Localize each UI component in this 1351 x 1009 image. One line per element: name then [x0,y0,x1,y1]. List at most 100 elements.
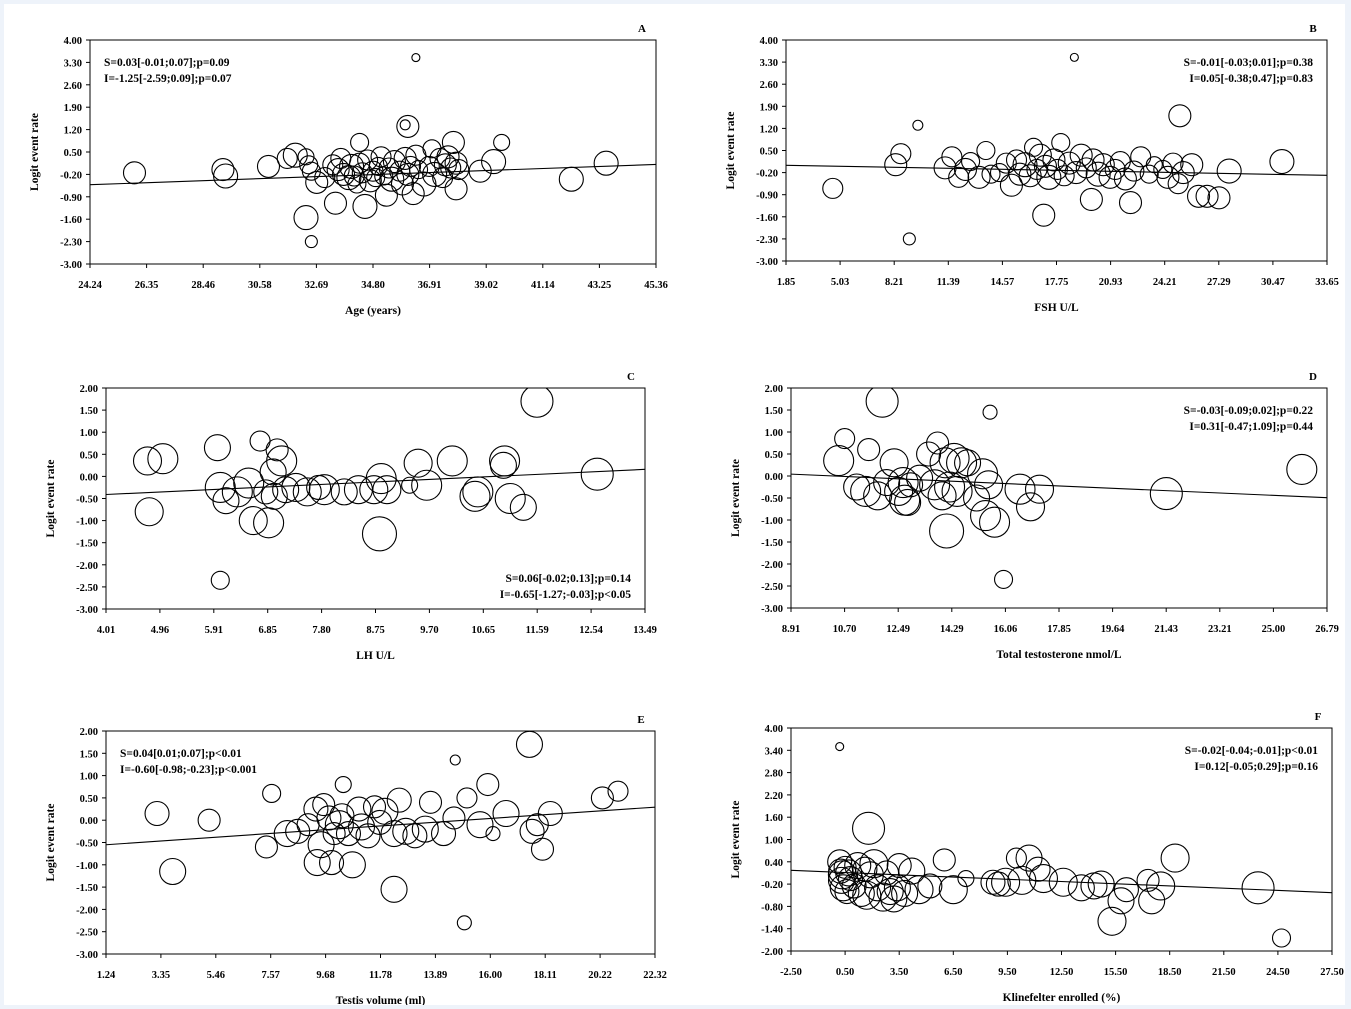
panel-c-x-tick-label: 10.65 [471,625,495,636]
panel-a-x-tick-label: 39.02 [474,280,498,291]
panel-b-study-bubble [1025,138,1043,156]
meta-regression-panels: A24.24 26.35 28.46 30.58 32.69 34.80 36.91 39.0… [4,4,1345,1005]
panel-f-y-tick-label: 1.60 [765,813,783,824]
panel-f-stats-intercept: I=0.12[-0.05;0.29];p=0.16 [1194,761,1318,773]
panel-e-y-tick-label: 2.00 [80,727,98,738]
panel-c-study-bubble [437,446,467,476]
panel-e-x-tick-label: 16.00 [478,970,502,981]
panel-c-y-tick-label: -1.00 [76,517,98,528]
panel-c-y-tick-label: 1.50 [80,406,98,417]
panel-e-study-bubble [493,801,519,827]
panel-c-x-axis-title: LH U/L [356,650,395,662]
panel-b-y-tick-label: 4.00 [760,36,778,47]
panel-c-x-tick-label: 11.59 [526,625,549,636]
panel-e-study-bubble [443,807,465,829]
panel-f-x-tick-label: 6.50 [944,967,962,978]
panel-f-x-tick-label: 27.50 [1320,967,1344,978]
panel-c-x-tick-label: 4.96 [151,625,169,636]
panel-d-study-bubble [858,439,880,461]
panel-a-study-bubble [400,120,410,130]
panel-b-y-tick-label: 1.90 [760,102,778,113]
panel-e-study-bubble [477,774,499,796]
panel-c-bubbles [134,385,614,589]
panel-d-study-bubble [1017,493,1045,521]
panel-c-study-bubble [581,458,613,490]
panel-a-study-bubble [594,151,618,175]
panel-d-study-bubble [1150,478,1182,510]
panel-c-y-tick-label: 0.00 [80,472,98,483]
panel-d-x-tick-label: 8.91 [782,624,800,635]
panel-d-y-tick-label: -0.50 [761,494,783,505]
panel-e-y-tick-label: 1.50 [80,749,98,760]
panel-a-y-tick-label: -0.90 [60,193,82,204]
panel-e-study-bubble [145,802,169,826]
panel-b-y-tick-label: -2.30 [756,235,778,246]
panel-a-y-tick-label: -0.20 [60,170,82,181]
panel-b-y-tick-label: 2.60 [760,80,778,91]
panel-c-study-bubble [211,571,229,589]
panel-b-y-axis-title: Logit event rate [725,112,737,190]
panel-c-y-tick-label: -3.00 [76,605,98,616]
panel-a-x-tick-label: 32.69 [305,280,329,291]
panel-e-x-tick-label: 11.78 [369,970,392,981]
panel-f-y-tick-label: 4.00 [765,724,783,735]
panel-c-study-bubble [213,488,239,514]
panel-f-study-bubble [1016,845,1042,871]
panel-e-x-tick-label: 3.35 [152,970,170,981]
panel-d-y-tick-label: -1.00 [761,516,783,527]
panel-c-y-tick-label: -1.50 [76,539,98,550]
panel-c-y-tick-label: -0.50 [76,495,98,506]
panel-c-x-tick-label: 4.01 [97,625,115,636]
panel-a-letter: A [638,23,646,35]
panel-d-study-bubble [930,514,964,548]
panel-a-stats-slope: S=0.03[-0.01;0.07];p=0.09 [104,57,230,69]
panel-b-stats-intercept: I=0.05[-0.38;0.47];p=0.83 [1189,73,1313,85]
panel-f-study-bubble [853,812,885,844]
panel-c-study-bubble [510,494,536,520]
panel-e-study-bubble [432,822,456,846]
panel-c-study-bubble [360,476,388,504]
panel-d-study-bubble [927,432,949,454]
panel-d-x-tick-label: 16.06 [994,624,1018,635]
panel-b-study-bubble [823,178,843,198]
panel-b-study-bubble [962,153,980,171]
panel-e-y-tick-label: -3.00 [76,950,98,961]
panel-f-study-bubble [939,876,967,904]
panel-e-bubbles [145,731,628,929]
panel-f-x-axis-title: Klinefelter enrolled (%) [1003,992,1121,1004]
panel-e-study-bubble [450,755,460,765]
panel-b-y-tick-label: 1.20 [760,124,778,135]
panel-a-y-tick-label: 3.30 [64,58,82,69]
panel-e-study-bubble [198,809,220,831]
panel-c-y-tick-label: 2.00 [80,384,98,395]
panel-c-study-bubble [260,459,286,485]
panel-b-study-bubble [1080,188,1102,210]
panel-c-study-bubble [250,431,270,451]
panel-e-study-bubble [347,797,371,821]
panel-c-x-tick-label: 7.80 [312,625,330,636]
panel-d-y-tick-label: 0.50 [765,450,783,461]
panel-e-study-bubble [255,836,277,858]
panel-d-x-tick-label: 26.79 [1315,624,1339,635]
panel-c-study-bubble [373,476,401,504]
panel-c-study-bubble [344,476,372,504]
panel-c-study-bubble [490,446,520,476]
panel-b-study-bubble [1217,159,1241,183]
panel-c-y-tick-label: -2.50 [76,583,98,594]
panel-e-study-bubble [520,819,544,843]
panel-e-stats-slope: S=0.04[0.01;0.07];p<0.01 [120,748,242,760]
panel-f-study-bubble [1029,865,1057,893]
panel-f-y-axis-title: Logit event rate [730,801,742,879]
panel-a-x-axis-title: Age (years) [345,305,401,317]
panel-c-study-bubble [362,517,396,551]
panel-b-y-tick-label: -0.90 [756,191,778,202]
panel-c-y-tick-label: 0.50 [80,450,98,461]
panel-d-x-tick-label: 23.21 [1208,624,1232,635]
panel-a-study-bubble [214,164,238,188]
panel-e-y-tick-label: -2.50 [76,928,98,939]
panel-c-study-bubble [254,508,284,538]
panel-b-x-tick-label: 27.29 [1207,277,1231,288]
panel-b-y-tick-label: 3.30 [760,58,778,69]
panel-d-y-tick-label: -1.50 [761,538,783,549]
panel-d-stats-slope: S=-0.03[-0.09;0.02];p=0.22 [1184,405,1314,417]
